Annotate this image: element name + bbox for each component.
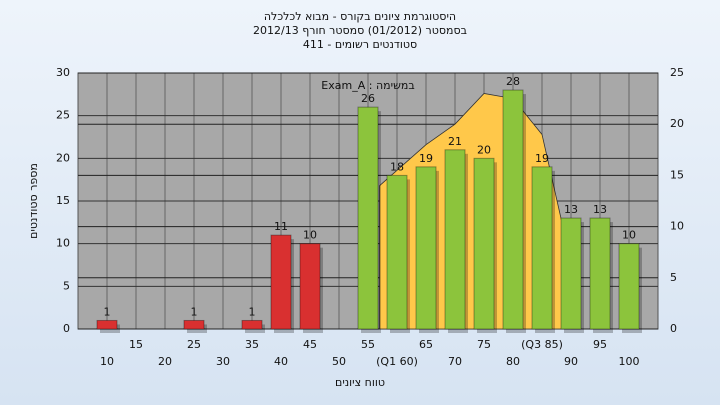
data-label: 1 — [191, 305, 198, 318]
y-tick-label: 15 — [56, 194, 70, 207]
bar — [96, 319, 118, 330]
y2-tick-label: 25 — [670, 66, 684, 79]
data-label: 1 — [249, 305, 256, 318]
x-tick-label: (Q1 60) — [376, 355, 418, 368]
y-tick-label: 30 — [56, 66, 70, 79]
data-label: 19 — [419, 152, 433, 165]
x-tick-label: 50 — [332, 355, 346, 368]
y2-tick-label: 15 — [670, 168, 684, 181]
data-label: 13 — [593, 203, 607, 216]
chart-subtitle: סטודנטים רשומים - 411 — [303, 38, 417, 51]
bar — [473, 157, 495, 330]
y-tick-label: 10 — [56, 237, 70, 250]
data-label: 28 — [506, 75, 520, 88]
y-tick-label: 20 — [56, 151, 70, 164]
x-tick-label: 20 — [158, 355, 172, 368]
x-tick-label: 100 — [619, 355, 640, 368]
x-tick-label: 15 — [129, 338, 143, 351]
x-tick-label: 70 — [448, 355, 462, 368]
data-label: 20 — [477, 143, 491, 156]
bar — [415, 166, 437, 330]
data-label: 1 — [104, 305, 111, 318]
data-label: 10 — [303, 229, 317, 242]
data-label: 13 — [564, 203, 578, 216]
x-tick-label: 25 — [187, 338, 201, 351]
x-tick-label: 35 — [245, 338, 259, 351]
bar — [386, 174, 408, 330]
y-axis-label: מספר סטודנטים — [27, 163, 40, 239]
y-tick-label: 0 — [63, 322, 70, 335]
data-label: 11 — [274, 220, 288, 233]
bar — [183, 319, 205, 330]
y-tick-label: 25 — [56, 109, 70, 122]
data-label: 10 — [622, 229, 636, 242]
bar — [444, 149, 466, 330]
y2-tick-label: 5 — [670, 271, 677, 284]
chart-title: היסטוגרמת ציונים בקורס - מבוא לכלכלה — [264, 10, 456, 23]
chart-subtitle: בסמסטר (01/2012) סמסטר חורף 2012/13 — [253, 24, 467, 37]
x-tick-label: 75 — [477, 338, 491, 351]
bar — [531, 166, 553, 330]
bar — [502, 89, 524, 330]
data-label: 19 — [535, 152, 549, 165]
bar — [241, 319, 263, 330]
x-tick-label: 80 — [506, 355, 520, 368]
x-tick-label: 40 — [274, 355, 288, 368]
x-axis-label: טווח ציונים — [335, 376, 385, 389]
bar — [618, 243, 640, 330]
bar — [357, 106, 379, 330]
x-tick-label: 90 — [564, 355, 578, 368]
y2-tick-label: 10 — [670, 220, 684, 233]
data-label: 18 — [390, 160, 404, 173]
data-label: 26 — [361, 92, 375, 105]
x-tick-label: 30 — [216, 355, 230, 368]
x-tick-label: 10 — [100, 355, 114, 368]
y2-tick-label: 20 — [670, 117, 684, 130]
x-tick-label: (Q3 85) — [521, 338, 563, 351]
x-tick-label: 55 — [361, 338, 375, 351]
x-tick-label: 45 — [303, 338, 317, 351]
bar — [299, 243, 321, 330]
x-tick-label: 95 — [593, 338, 607, 351]
y2-tick-label: 0 — [670, 322, 677, 335]
bar — [589, 217, 611, 330]
data-label: 21 — [448, 135, 462, 148]
bar — [560, 217, 582, 330]
annotation: במשימה : Exam_A — [321, 79, 414, 92]
x-tick-label: 65 — [419, 338, 433, 351]
bar — [270, 234, 292, 330]
y-tick-label: 5 — [63, 279, 70, 292]
